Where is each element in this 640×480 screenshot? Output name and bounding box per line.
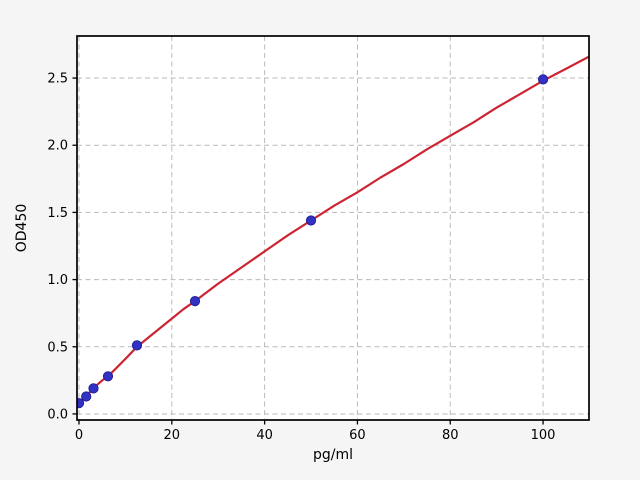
x-tick-label: 100 — [531, 428, 556, 443]
axes-border — [76, 35, 590, 421]
fit-curve — [77, 55, 589, 405]
y-tick-label: 2.0 — [47, 139, 68, 154]
y-tick-label: 2.5 — [47, 72, 68, 87]
axis-ticks — [72, 77, 544, 425]
data-point — [102, 371, 114, 382]
x-axis-label: pg/ml — [313, 447, 353, 463]
tick-labels: 0 20 40 60 80 100 0.0 0.5 1.0 1.5 2.0 2.5 — [47, 72, 555, 443]
data-point — [77, 398, 85, 409]
x-tick-label: 80 — [442, 428, 459, 443]
data-point — [131, 340, 143, 351]
x-tick-label: 60 — [349, 428, 366, 443]
data-point — [81, 391, 92, 402]
data-points — [77, 74, 549, 409]
y-tick-label: 0.5 — [47, 340, 68, 355]
y-tick-label: 0.0 — [47, 407, 68, 422]
data-point — [88, 383, 99, 394]
data-point — [305, 215, 317, 226]
y-tick-label: 1.0 — [47, 273, 68, 288]
data-point — [538, 74, 549, 85]
x-tick-label: 0 — [75, 428, 83, 443]
data-point — [189, 296, 201, 307]
x-tick-label: 40 — [256, 428, 273, 443]
y-tick-label: 1.5 — [47, 206, 68, 221]
y-axis-label: OD450 — [14, 204, 30, 253]
plot-area — [77, 36, 589, 420]
gridlines — [77, 36, 589, 420]
x-tick-label: 20 — [164, 428, 181, 443]
